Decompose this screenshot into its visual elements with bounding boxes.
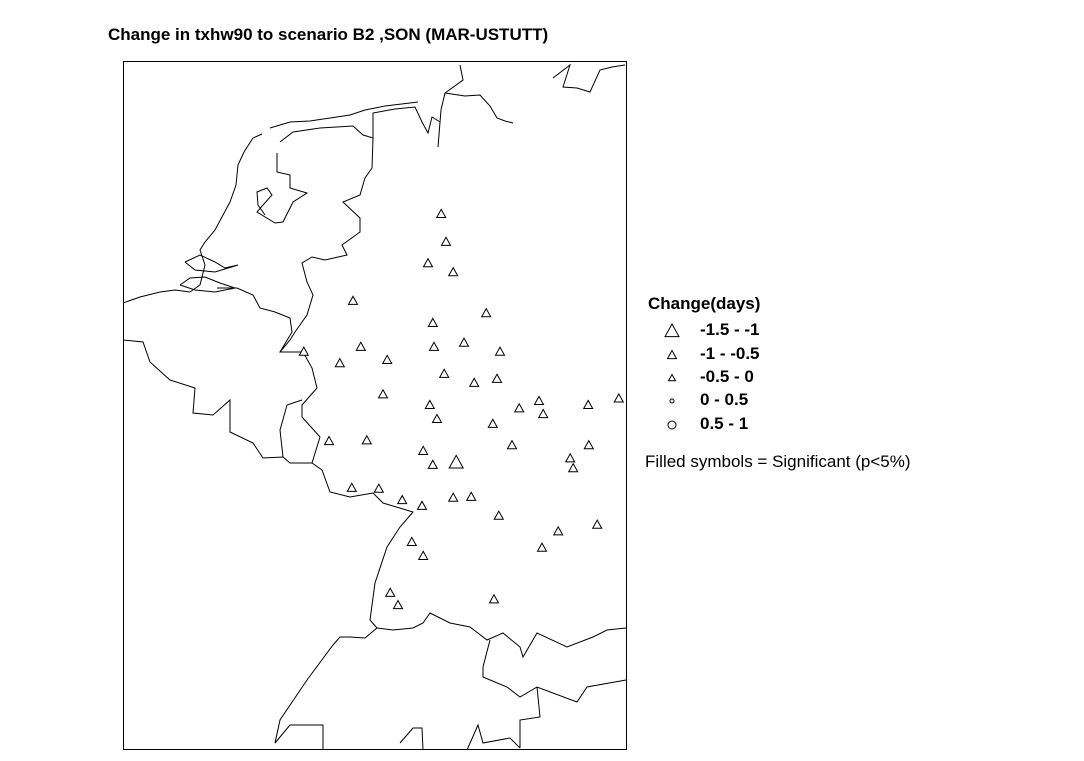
station-marker bbox=[438, 368, 450, 378]
station-marker bbox=[506, 439, 518, 450]
legend-symbol-triangle-icon bbox=[664, 322, 680, 338]
legend-symbol-triangle-icon bbox=[666, 349, 678, 360]
border-south bbox=[519, 686, 541, 748]
legend-symbol-circle-icon bbox=[669, 398, 675, 404]
station-marker bbox=[422, 257, 434, 268]
station-marker bbox=[552, 525, 564, 536]
station-symbols bbox=[298, 208, 625, 610]
station-marker bbox=[536, 542, 548, 552]
map-frame bbox=[123, 61, 627, 750]
station-marker bbox=[417, 445, 429, 455]
station-marker bbox=[591, 519, 603, 529]
station-marker bbox=[427, 459, 439, 469]
map-title: Change in txhw90 to scenario B2 ,SON (MA… bbox=[108, 25, 549, 44]
legend-label-class-3: -0.5 - 0 bbox=[700, 367, 754, 386]
station-marker bbox=[416, 500, 428, 510]
station-marker bbox=[406, 536, 418, 546]
station-marker bbox=[361, 434, 373, 445]
station-marker bbox=[424, 399, 436, 410]
station-marker bbox=[465, 491, 477, 501]
elbe-estuary bbox=[444, 92, 514, 124]
station-marker bbox=[381, 354, 393, 364]
station-marker bbox=[334, 357, 346, 368]
station-marker bbox=[431, 413, 443, 423]
border-be-fr bbox=[122, 339, 312, 464]
ijsselmeer bbox=[256, 153, 309, 224]
wadden-islands bbox=[269, 101, 419, 129]
station-marker bbox=[323, 435, 335, 446]
station-marker bbox=[480, 307, 492, 318]
station-marker bbox=[435, 208, 447, 218]
station-marker bbox=[373, 483, 385, 493]
station-marker bbox=[447, 492, 459, 502]
station-marker bbox=[487, 418, 499, 428]
border-at-ch bbox=[482, 639, 627, 703]
legend-note: Filled symbols = Significant (p<5%) bbox=[645, 452, 911, 471]
station-marker bbox=[533, 395, 545, 405]
coastline-nl bbox=[122, 133, 263, 304]
border-be-nl bbox=[217, 287, 321, 464]
border-south-2 bbox=[399, 727, 424, 751]
station-marker bbox=[427, 317, 439, 328]
border-nl-de bbox=[279, 137, 374, 353]
station-marker bbox=[448, 454, 465, 469]
station-marker bbox=[377, 388, 389, 399]
station-marker bbox=[488, 593, 500, 604]
station-marker bbox=[564, 452, 576, 463]
station-marker bbox=[347, 295, 359, 305]
station-marker bbox=[513, 402, 525, 413]
border-de-ch bbox=[376, 612, 627, 659]
station-marker bbox=[384, 587, 396, 597]
legend-label-class-5: 0.5 - 1 bbox=[700, 414, 749, 433]
border-de-fr bbox=[311, 462, 414, 629]
station-marker bbox=[582, 399, 594, 410]
station-marker bbox=[396, 494, 408, 505]
station-marker bbox=[428, 341, 440, 351]
station-marker bbox=[468, 377, 480, 387]
station-marker bbox=[440, 236, 452, 246]
station-marker bbox=[417, 550, 429, 560]
station-marker bbox=[458, 337, 470, 347]
legend-label-class-1: -1.5 - -1 bbox=[700, 320, 760, 339]
border-fr-ch bbox=[274, 627, 378, 750]
legend-symbol-triangle-icon bbox=[667, 373, 677, 382]
station-marker bbox=[494, 346, 506, 356]
border-luxembourg bbox=[279, 399, 303, 458]
map-outlines bbox=[122, 63, 627, 751]
coastline-north bbox=[279, 64, 464, 148]
station-marker bbox=[537, 408, 549, 419]
station-marker bbox=[355, 341, 367, 351]
station-marker bbox=[493, 510, 505, 520]
station-marker bbox=[298, 346, 310, 356]
border-south-3 bbox=[466, 723, 521, 751]
station-marker bbox=[447, 266, 459, 277]
station-marker bbox=[392, 599, 404, 610]
legend-label-class-4: 0 - 0.5 bbox=[700, 390, 749, 409]
station-marker bbox=[491, 373, 503, 383]
legend-symbols bbox=[664, 322, 680, 430]
legend-title: Change(days) bbox=[648, 294, 761, 313]
denmark-border bbox=[552, 63, 626, 93]
legend-symbol-circle-icon bbox=[667, 420, 677, 430]
zeeland-delta-2 bbox=[184, 254, 239, 273]
station-marker bbox=[613, 392, 625, 403]
legend-label-class-2: -1 - -0.5 bbox=[700, 344, 760, 363]
zeeland-delta bbox=[179, 276, 237, 293]
station-marker bbox=[346, 482, 358, 492]
station-marker bbox=[583, 439, 595, 450]
station-marker bbox=[567, 462, 579, 473]
